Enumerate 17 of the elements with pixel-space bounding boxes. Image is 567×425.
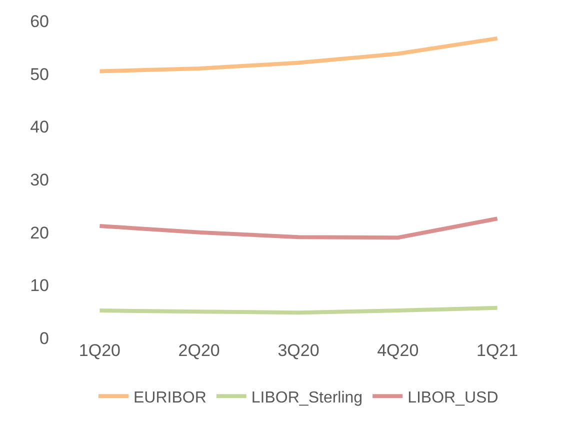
line-series — [98, 36, 500, 74]
x-tick-label: 2Q20 — [178, 341, 220, 360]
y-tick-label: 20 — [30, 223, 49, 242]
legend-label: LIBOR_USD — [408, 389, 498, 406]
y-tick-label: 40 — [30, 118, 49, 137]
y-tick-label: 50 — [30, 64, 49, 84]
y-tick-label: 30 — [30, 170, 49, 190]
x-tick-label: 1Q21 — [476, 341, 518, 360]
y-tick-label: 10 — [30, 276, 49, 296]
x-tick-label: 3Q20 — [278, 341, 320, 360]
x-tick-label: 4Q20 — [377, 341, 419, 360]
line-series — [98, 216, 500, 240]
legend-label: LIBOR_Sterling — [251, 389, 363, 406]
legend-label: EURIBOR — [134, 389, 206, 406]
y-tick-label: 60 — [30, 12, 49, 31]
x-tick-label: 1Q20 — [78, 341, 120, 360]
y-tick-label: 0 — [40, 328, 49, 348]
